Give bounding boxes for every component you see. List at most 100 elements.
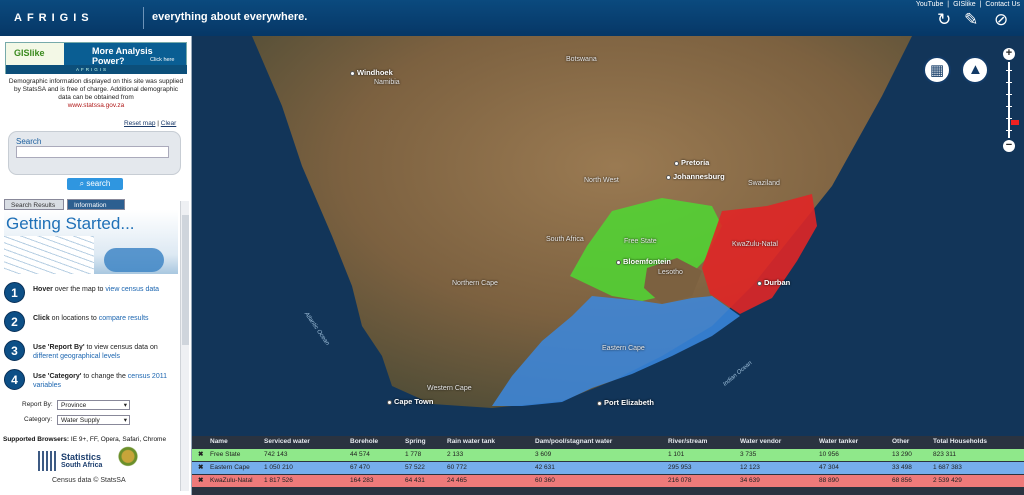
zoom-tick <box>1006 106 1012 107</box>
table-cell: 1 050 210 <box>264 464 293 471</box>
remove-row-icon[interactable]: ✖ <box>198 464 204 471</box>
statssa-logo-subtext: South Africa <box>61 462 103 469</box>
column-header[interactable]: Rain water tank <box>447 438 496 445</box>
report-by-select[interactable]: Province <box>57 400 130 410</box>
zoom-slider-track[interactable] <box>1008 62 1010 138</box>
column-header[interactable]: Water tanker <box>819 438 859 445</box>
eastern-cape-region <box>492 296 740 406</box>
ad-brand-bar: AFRIGIS <box>6 65 187 74</box>
refresh-icon[interactable]: ↻ <box>937 10 952 29</box>
search-button[interactable]: ⌕ search <box>67 178 123 190</box>
column-header[interactable]: Water vendor <box>740 438 782 445</box>
table-cell: 295 953 <box>668 464 692 471</box>
column-header[interactable]: Other <box>892 438 910 445</box>
land-mass <box>252 36 912 408</box>
route-button[interactable]: ▲ <box>961 56 989 84</box>
city-bloemfontein[interactable]: Bloemfontein <box>616 257 671 266</box>
step-text: Click on locations to compare results <box>33 315 149 322</box>
table-cell: 24 465 <box>447 477 467 484</box>
top-header: AFRIGIS everything about everywhere. You… <box>0 0 1024 36</box>
contact-us-link[interactable]: Contact Us <box>985 1 1020 8</box>
zoom-out-button[interactable]: − <box>1003 140 1015 152</box>
table-cell: 60 772 <box>447 464 467 471</box>
category-select[interactable]: Water Supply <box>57 415 130 425</box>
gislike-link[interactable]: GISlike <box>953 1 976 8</box>
search-input[interactable] <box>16 146 169 158</box>
tab-search-results[interactable]: Search Results <box>4 199 64 210</box>
table-cell: 3 609 <box>535 451 552 458</box>
city-durban[interactable]: Durban <box>757 278 790 287</box>
eraser-icon[interactable]: ✎ <box>964 10 979 29</box>
table-cell: 42 631 <box>535 464 555 471</box>
column-header[interactable]: Serviced water <box>264 438 310 445</box>
column-header[interactable]: Dam/pool/stagnant water <box>535 438 613 445</box>
table-cell: 1 778 <box>405 451 422 458</box>
step-4: 4 Use 'Category' to change the census 20… <box>4 369 178 391</box>
table-row-eastern-cape[interactable]: ✖ Eastern Cape 1 050 210 67 470 57 522 60 772… <box>192 462 1024 474</box>
map-icon: ▦ <box>930 62 945 79</box>
city-pretoria[interactable]: Pretoria <box>674 158 709 167</box>
city-johannesburg[interactable]: Johannesburg <box>666 172 725 181</box>
clear-link[interactable]: Clear <box>160 120 177 127</box>
step-text: Use 'Report By' to view census data on d… <box>33 344 158 360</box>
label-south-africa: South Africa <box>546 236 584 243</box>
step-number: 4 <box>4 369 25 390</box>
table-cell: 10 956 <box>819 451 839 458</box>
zoom-tick <box>1006 130 1012 131</box>
search-button-label: search <box>86 179 111 188</box>
zoom-in-button[interactable]: + <box>1003 48 1015 60</box>
search-icon: ⌕ <box>79 179 87 188</box>
table-cell: Free State <box>210 451 241 458</box>
map-layers-button[interactable]: ▦ <box>923 56 951 84</box>
sidebar-scrollbar[interactable] <box>180 201 189 491</box>
table-cell: 47 304 <box>819 464 839 471</box>
table-cell: 216 078 <box>668 477 692 484</box>
table-cell: 33 498 <box>892 464 912 471</box>
youtube-link[interactable]: YouTube <box>915 1 944 8</box>
table-row-free-state[interactable]: ✖ Free State 742 143 44 574 1 778 2 133 3 609 1… <box>192 449 1024 461</box>
scrollbar-thumb[interactable] <box>182 215 189 345</box>
map-grid-graphic <box>4 236 94 274</box>
table-cell: KwaZulu-Natal <box>210 477 253 484</box>
column-header[interactable]: Borehole <box>350 438 379 445</box>
header-tagline: everything about everywhere. <box>152 11 308 23</box>
column-header[interactable]: River/stream <box>668 438 708 445</box>
label-lesotho: Lesotho <box>658 269 683 276</box>
column-header[interactable]: Name <box>210 438 228 445</box>
tab-information[interactable]: Information <box>67 199 125 210</box>
getting-started-title: Getting Started... <box>6 214 135 233</box>
label-northern-cape: Northern Cape <box>452 280 498 287</box>
city-cape-town[interactable]: Cape Town <box>387 397 433 406</box>
statssa-link[interactable]: www.statssa.gov.za <box>67 102 125 109</box>
step-number: 1 <box>4 282 25 303</box>
reset-map-link[interactable]: Reset map <box>124 120 156 127</box>
step-3: 3 Use 'Report By' to view census data on… <box>4 340 178 362</box>
gislike-ad-banner[interactable]: GISlike More Analysis Power? Click here … <box>5 42 187 74</box>
ad-click-here[interactable]: Click here <box>150 57 175 63</box>
compass-icon[interactable]: ⊘ <box>994 10 1009 29</box>
city-windhoek[interactable]: Windhoek <box>350 68 393 77</box>
pointer-graphic <box>104 248 164 272</box>
table-cell: 2 133 <box>447 451 464 458</box>
table-cell: 34 639 <box>740 477 760 484</box>
remove-row-icon[interactable]: ✖ <box>198 451 204 458</box>
column-header[interactable]: Total Households <box>933 438 988 445</box>
table-cell: 2 539 429 <box>933 477 962 484</box>
link-separator: | <box>979 1 982 8</box>
supported-browsers: Supported Browsers: IE 9+, FF, Opera, Sa… <box>3 436 167 443</box>
table-cell: 64 431 <box>405 477 425 484</box>
table-row-kwazulu-natal[interactable]: ✖ KwaZulu-Natal 1 817 526 164 283 64 431 24 4… <box>192 475 1024 487</box>
zoom-level-marker[interactable] <box>1011 120 1019 125</box>
table-cell: 823 311 <box>933 451 957 458</box>
map-canvas[interactable]: Windhoek Pretoria Johannesburg Bloemfont… <box>192 36 1024 436</box>
table-cell: 88 890 <box>819 477 839 484</box>
remove-row-icon[interactable]: ✖ <box>198 477 204 484</box>
table-cell: 742 143 <box>264 451 288 458</box>
disclaimer-body: Demographic information displayed on thi… <box>8 78 184 101</box>
table-cell: 3 735 <box>740 451 757 458</box>
column-header[interactable]: Spring <box>405 438 426 445</box>
city-port-elizabeth[interactable]: Port Elizabeth <box>597 398 654 407</box>
link-separator: | <box>947 1 950 8</box>
zoom-control[interactable]: + − <box>1003 48 1019 154</box>
table-header-row: Name Serviced water Borehole Spring Rain wat… <box>192 436 1024 448</box>
